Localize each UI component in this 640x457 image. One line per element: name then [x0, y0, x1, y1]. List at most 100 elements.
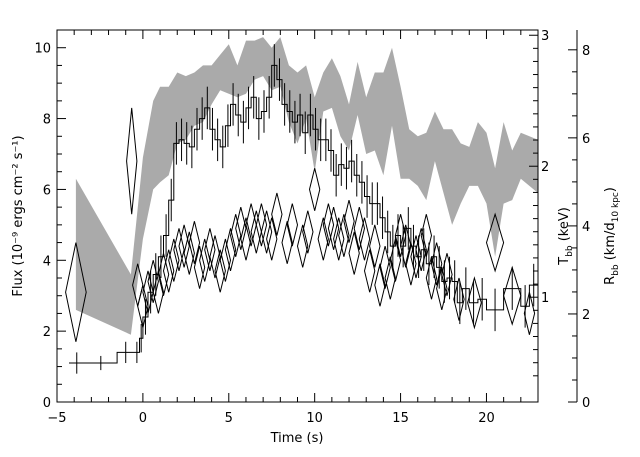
- temperature-diamond: [152, 270, 165, 314]
- y-tick-label: 4: [43, 254, 51, 269]
- temperature-diamond: [219, 238, 232, 282]
- temperature-diamond: [338, 214, 350, 257]
- x-tick-label: 10: [306, 411, 323, 426]
- temperature-diamond: [147, 260, 159, 303]
- temperature-diamond: [333, 217, 345, 261]
- y-axis-title: Flux (10⁻⁹ ergs cm⁻² s⁻¹): [11, 135, 26, 296]
- r-tick-label: 0: [582, 396, 590, 411]
- r-axis-title-unit-sub: 10 kpc: [611, 192, 621, 222]
- temperature-diamond: [485, 212, 505, 273]
- temperature-diamond: [126, 107, 138, 215]
- temperature-diamond: [255, 203, 268, 247]
- temperature-diamond: [302, 210, 314, 254]
- temperature-diamond: [162, 249, 175, 293]
- temperature-diamond: [415, 228, 427, 272]
- temperature-diamond: [271, 192, 283, 236]
- x-axis-title: Time (s): [270, 431, 324, 446]
- temperature-diamond: [240, 217, 252, 261]
- temperature-diamond: [523, 292, 536, 335]
- r-tick-label: 6: [582, 132, 590, 147]
- temperature-diamond: [199, 238, 211, 282]
- temperature-diamond: [137, 284, 149, 328]
- temperature-diamond: [204, 228, 216, 272]
- temperature-diamond: [363, 249, 376, 293]
- r-tick-label: 2: [582, 308, 590, 323]
- y-tick-label: 10: [34, 42, 51, 57]
- t-axis-title-main: T: [557, 257, 572, 266]
- temperature-diamond: [467, 276, 482, 330]
- x-tick-label: −5: [47, 411, 66, 426]
- temperature-diamond: [379, 245, 391, 289]
- r-tick-label: 8: [582, 44, 590, 59]
- x-tick-label: 20: [478, 411, 495, 426]
- flux-histogram-line: [69, 64, 538, 364]
- temperature-diamond: [266, 217, 278, 261]
- x-tick-label: 5: [225, 411, 233, 426]
- temperature-diamond: [260, 210, 273, 254]
- t-axis-title: Tbb (keV): [557, 207, 575, 266]
- temperature-diamond: [173, 228, 185, 272]
- temperature-diamond: [327, 206, 340, 250]
- t-axis-title-unit: (keV): [557, 207, 572, 245]
- temperature-diamond: [281, 221, 293, 264]
- temperature-diamond: [193, 245, 206, 289]
- temperature-diamond: [358, 217, 371, 261]
- temperature-diamond: [348, 231, 360, 275]
- x-tick-label: 0: [139, 411, 147, 426]
- y-tick-label: 6: [43, 183, 51, 198]
- temperature-diamond: [441, 253, 453, 296]
- temperature-diamond: [453, 277, 465, 321]
- temperature-diamond: [224, 228, 237, 272]
- temperature-diamond: [420, 214, 433, 257]
- temperature-diamond: [209, 235, 221, 279]
- temperature-diamond: [425, 256, 438, 300]
- t-tick-label: 1: [541, 291, 549, 306]
- temperature-diamond: [389, 238, 402, 282]
- temperature-diamond: [168, 238, 180, 282]
- temperature-diamond: [229, 214, 242, 257]
- temperature-diamond: [394, 214, 407, 257]
- tick-layer: [56, 29, 577, 403]
- temperature-diamond: [400, 224, 412, 268]
- temperature-diamond: [369, 224, 381, 268]
- temperature-diamond: [374, 263, 386, 307]
- radius-band-layer: [75, 37, 539, 335]
- temperature-diamond: [317, 217, 329, 261]
- temperature-diamond: [410, 235, 422, 279]
- temperature-diamond: [405, 242, 417, 286]
- flux-histogram-layer: [69, 44, 538, 374]
- temperature-diamond: [308, 168, 321, 211]
- x-tick-label: 15: [392, 411, 409, 426]
- temperature-diamond: [250, 210, 262, 254]
- temperature-diamond: [157, 253, 170, 296]
- r-axis-title-unit-a: (km/d: [603, 222, 618, 264]
- temperature-diamond: [430, 242, 443, 286]
- y-tick-label: 0: [43, 396, 51, 411]
- temperature-diamond: [322, 203, 335, 247]
- radius-band: [75, 37, 539, 335]
- y-tick-label: 8: [43, 113, 51, 128]
- temperature-diamond-layer: [65, 107, 536, 342]
- temperature-diamond: [235, 206, 247, 250]
- temperature-diamond: [343, 199, 355, 243]
- temperature-diamond: [503, 265, 522, 326]
- temperature-diamond: [214, 249, 226, 293]
- r-tick-label: 4: [582, 220, 590, 235]
- temperature-diamond: [353, 206, 366, 250]
- y-tick-label: 2: [43, 325, 51, 340]
- r-axis-title-unit-b: ): [603, 187, 618, 192]
- r-axis-title-main: R: [603, 276, 618, 285]
- temperature-diamond: [384, 256, 396, 300]
- temperature-diamond: [296, 224, 309, 268]
- t-axis-title-sub: bb: [565, 245, 575, 257]
- temperature-diamond: [142, 270, 154, 314]
- temperature-diamond: [178, 224, 190, 268]
- r-axis-title-sub: bb: [611, 264, 621, 276]
- temperature-diamond: [65, 242, 87, 342]
- r-axis-title: Rbb (km/d10 kpc): [603, 187, 621, 285]
- temperature-diamond: [188, 221, 201, 264]
- temperature-diamond: [183, 231, 195, 275]
- t-tick-label: 2: [541, 160, 549, 175]
